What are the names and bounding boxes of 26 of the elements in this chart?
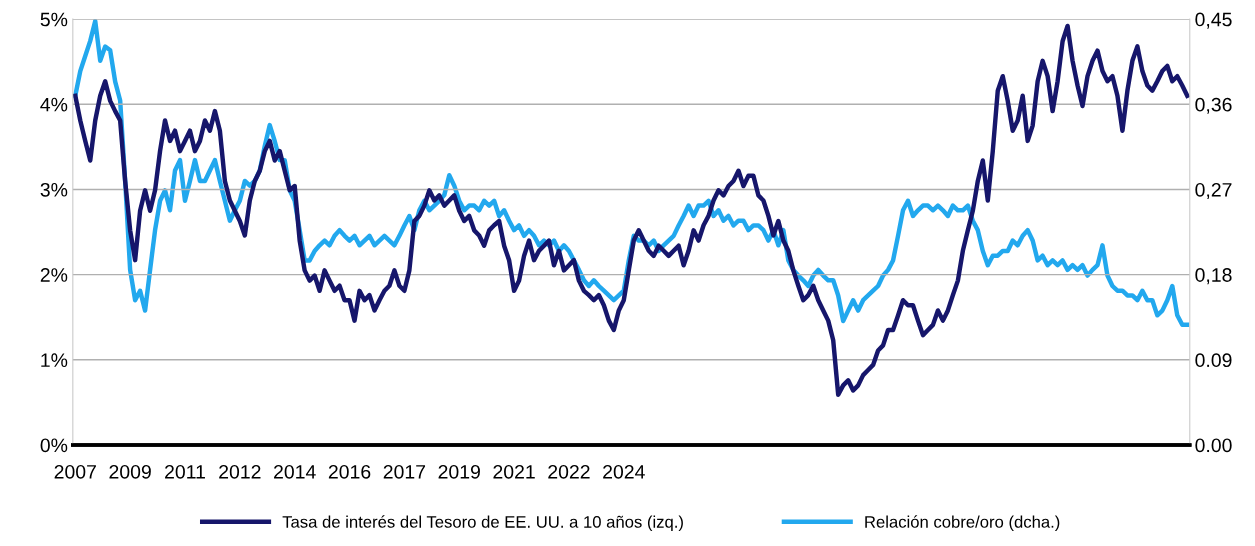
y-tick-label: 1% (41, 353, 68, 367)
x-tick-label: 2016 (328, 464, 371, 479)
x-tick-label: 2012 (219, 464, 261, 479)
x-tick-label: 2007 (54, 464, 96, 479)
y2-tick-label: 0.00 (1195, 438, 1232, 453)
line-series (73, 23, 1190, 397)
y-tick-label: 3% (40, 182, 68, 197)
x-tick-label: 2017 (383, 464, 426, 479)
legend-label: Relación cobre/oro (dcha.) (865, 515, 1060, 532)
y-tick-label: 4% (40, 97, 68, 112)
x-tick-label: 2011 (165, 464, 205, 479)
y2-tick-label: 0,45 (1195, 12, 1232, 29)
y2-tick-label: 0.09 (1195, 353, 1232, 368)
legend-label: Tasa de interés del Tesoro de EE. UU. a 10 años (izq.) (282, 515, 683, 532)
x-tick-label: 2022 (548, 464, 590, 479)
x-tick-label: 2009 (109, 464, 151, 479)
y-tick-label: 0% (40, 438, 68, 453)
x-tick-label: 2024 (603, 464, 645, 479)
x-tick-label: 2014 (274, 464, 316, 479)
x-tick-label: 2021 (493, 464, 535, 479)
y2-tick-label: 0,18 (1195, 268, 1232, 285)
y-tick-label: 5% (40, 12, 68, 27)
y2-tick-label: 0,27 (1195, 182, 1232, 199)
x-tick-label: 2019 (438, 464, 480, 479)
y2-tick-label: 0,36 (1195, 97, 1232, 114)
y-tick-label: 2% (40, 268, 68, 282)
